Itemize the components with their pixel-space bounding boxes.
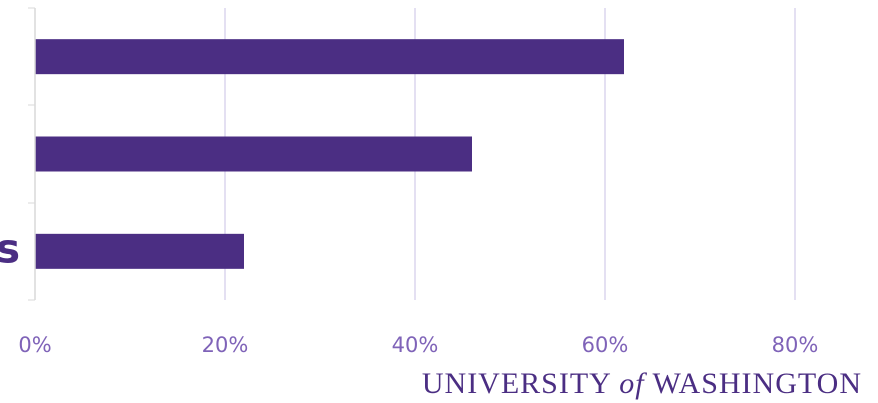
y-axis <box>28 7 36 301</box>
bar <box>35 136 472 172</box>
plot: 0% 20% 40% 60% 80% s <box>0 8 818 357</box>
logo-word: WASHINGTON <box>653 367 862 400</box>
logo-word: UNIVERSITY <box>422 367 611 400</box>
x-tick-label: 0% <box>18 333 51 357</box>
x-tick-label: 20% <box>202 333 249 357</box>
x-tick-label: 80% <box>772 333 819 357</box>
x-tick-label: 60% <box>582 333 629 357</box>
logo: UNIVERSITY of WASHINGTON <box>422 367 862 400</box>
logo-word: of <box>619 367 647 400</box>
x-tick-label: 40% <box>392 333 439 357</box>
y-tick-label: s <box>0 226 20 272</box>
bar <box>35 39 624 75</box>
bar <box>35 233 244 269</box>
